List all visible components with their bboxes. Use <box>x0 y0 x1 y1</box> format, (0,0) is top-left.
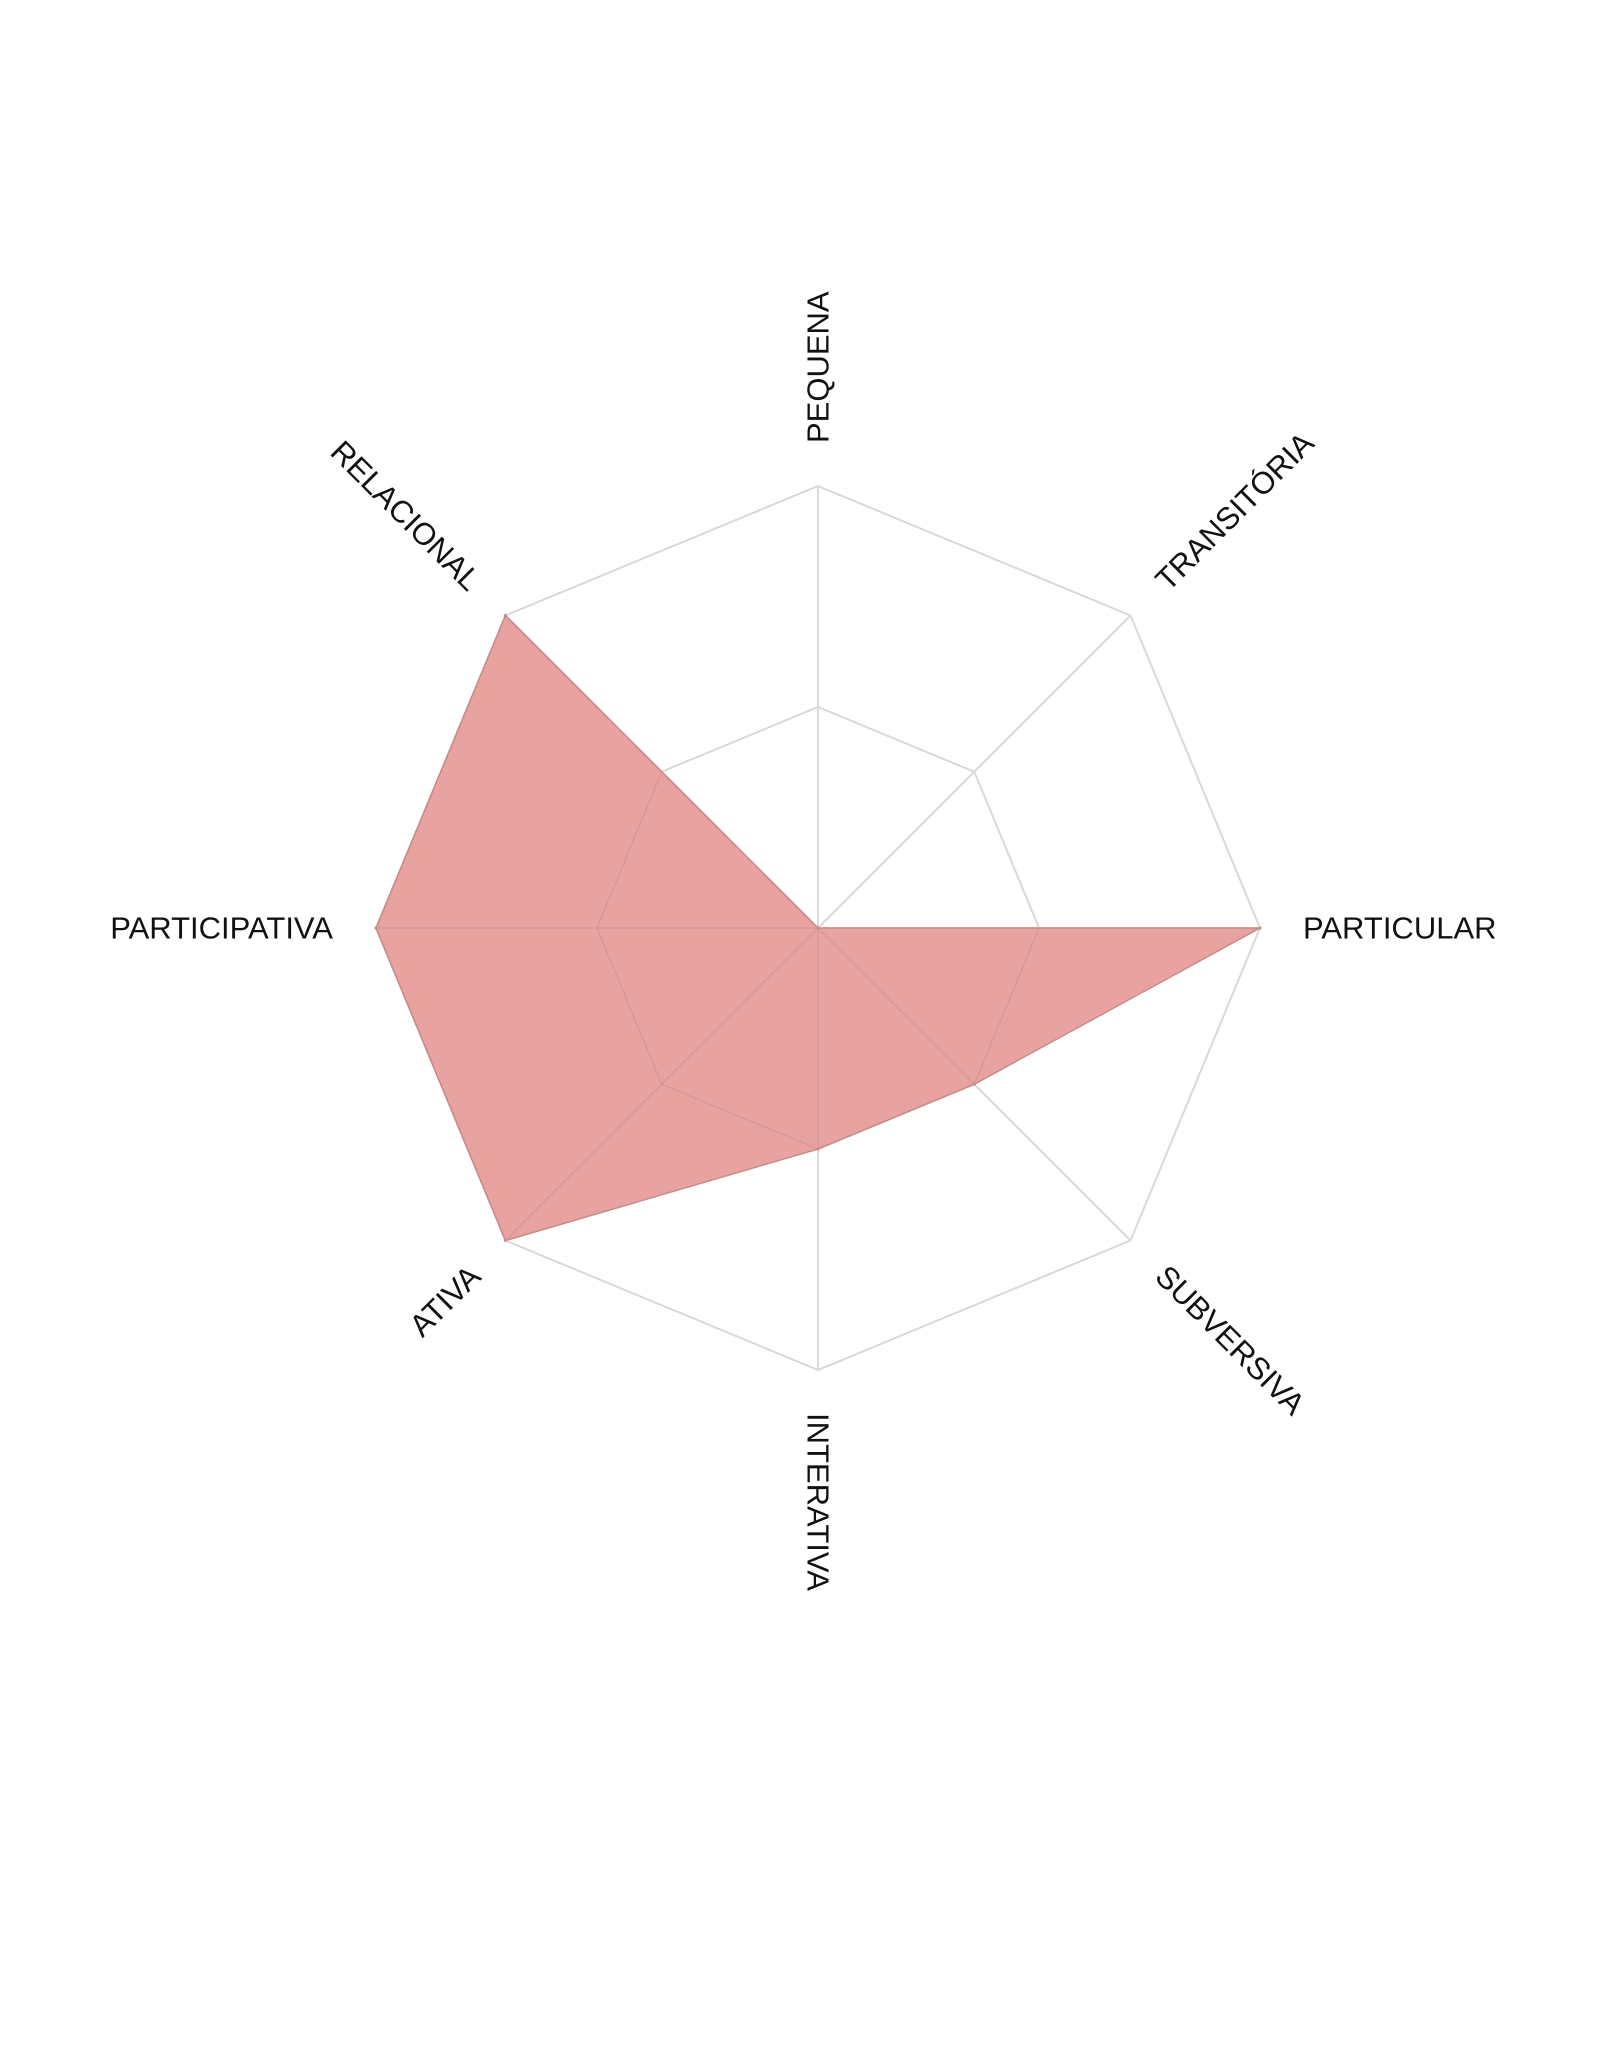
data-point-ativa <box>503 1239 507 1243</box>
axis-label-transitória: TRANSITÓRIA <box>1149 425 1321 597</box>
axis-label-pequena: PEQUENA <box>801 291 836 443</box>
data-point-interativa <box>816 1147 820 1151</box>
axis-label-interativa: INTERATIVA <box>801 1413 836 1591</box>
series-overlay-spoke-5 <box>505 927 819 1241</box>
data-point-transitória <box>816 926 820 930</box>
axis-label-particular: PARTICULAR <box>1303 911 1497 946</box>
data-point-particular <box>1258 926 1262 930</box>
axis-label-ativa: ATIVA <box>403 1258 488 1343</box>
data-point-participativa <box>374 926 378 930</box>
axis-label-subversiva: SUBVERSIVA <box>1149 1259 1312 1422</box>
spoke-transitória <box>817 614 1132 929</box>
data-point-subversiva <box>972 1082 976 1086</box>
data-point-relacional <box>503 613 507 617</box>
axis-label-participativa: PARTICIPATIVA <box>110 911 333 946</box>
axis-label-relacional: RELACIONAL <box>324 434 488 598</box>
series-overlay-spoke-7 <box>505 615 819 929</box>
